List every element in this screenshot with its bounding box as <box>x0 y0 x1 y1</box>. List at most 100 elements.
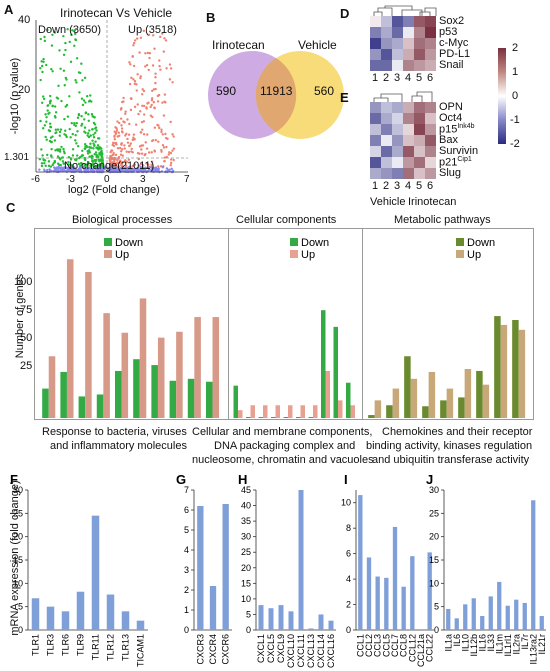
bottom-category-label: IL10 <box>460 634 470 652</box>
volcano-point <box>141 88 144 91</box>
volcano-point <box>152 101 156 104</box>
c-bar-down <box>133 359 140 418</box>
volcano-point <box>49 136 53 139</box>
heatmap-cell <box>381 38 392 49</box>
volcano-point <box>139 166 143 169</box>
heatmap-e-dendrogram <box>373 91 433 102</box>
c-bar-up <box>350 405 355 418</box>
c-bar-down <box>386 405 393 418</box>
heatmap-row-label: p21Cip1 <box>439 156 472 169</box>
volcano-point <box>84 131 87 135</box>
volcano-point <box>68 127 71 131</box>
volcano-title: Irinotecan Vs Vehicle <box>60 6 173 20</box>
bottom-category-label: CXCL16 <box>326 634 336 668</box>
volcano-point <box>161 101 164 104</box>
venn-value-irinotecan: 590 <box>216 84 237 98</box>
heatmap-cell <box>392 60 403 71</box>
volcano-point <box>43 39 47 43</box>
bottom-category-label: TLR9 <box>76 634 86 656</box>
heatmap-cell <box>381 146 392 157</box>
volcano-point <box>138 164 141 167</box>
volcano-point <box>94 131 97 135</box>
volcano-point <box>132 64 136 68</box>
c-section-title: Metabolic pathways <box>394 214 491 226</box>
volcano-point <box>74 78 77 82</box>
bottom-bar <box>258 605 264 630</box>
c-legend-up: Up <box>301 249 315 261</box>
heatmap-cell <box>392 157 403 168</box>
c-bar-down <box>333 326 338 418</box>
volcano-point <box>90 113 94 116</box>
volcano-xtick: 7 <box>184 174 190 185</box>
heatmap-cell <box>370 38 381 49</box>
volcano-up-label: Up (3518) <box>128 24 177 36</box>
c-legend-down: Down <box>301 237 329 249</box>
bottom-bar <box>76 591 85 630</box>
volcano-point <box>123 147 126 150</box>
c-bar-up <box>194 317 201 418</box>
heatmap-cell <box>392 49 403 60</box>
volcano-point <box>48 111 51 115</box>
bottom-bar <box>531 500 536 630</box>
volcano-point <box>123 169 126 172</box>
bottom-bar <box>209 586 217 630</box>
volcano-point <box>51 163 54 167</box>
panel-d-letter: D <box>340 6 350 21</box>
c-bar-up <box>313 405 318 418</box>
c-legend-swatch-up <box>290 250 298 258</box>
volcano-point <box>99 166 102 169</box>
volcano-point <box>129 108 133 112</box>
bottom-bar <box>366 557 372 630</box>
volcano-point <box>46 153 49 157</box>
heatmap-cell <box>370 146 381 157</box>
venn-value-overlap: 11913 <box>260 84 293 98</box>
bottom-bar <box>197 506 204 630</box>
volcano-point <box>113 130 116 133</box>
volcano-xlabel: log2 (Fold change) <box>68 184 160 196</box>
volcano-point <box>141 104 144 107</box>
volcano-point <box>169 151 173 155</box>
heatmap-cell <box>392 113 403 124</box>
c-caption: Cellular and membrane components, <box>192 426 373 438</box>
volcano-point <box>142 120 146 123</box>
heatmap-cell <box>414 135 425 146</box>
volcano-point <box>95 129 98 132</box>
c-bar-down <box>404 356 411 418</box>
volcano-point <box>108 169 112 172</box>
volcano-point <box>56 155 60 158</box>
volcano-point <box>83 147 87 150</box>
volcano-point <box>58 134 61 137</box>
c-bar-up <box>374 400 382 418</box>
heatmap-cell <box>414 49 425 60</box>
volcano-point <box>62 34 65 38</box>
volcano-point <box>113 134 116 138</box>
volcano-point <box>114 153 118 157</box>
volcano-point <box>145 107 148 110</box>
volcano-point <box>42 126 45 130</box>
volcano-point <box>66 28 69 31</box>
volcano-point <box>81 162 84 166</box>
volcano-point <box>130 169 133 172</box>
volcano-point <box>92 142 95 145</box>
volcano-point <box>56 148 59 151</box>
volcano-point <box>138 145 142 148</box>
volcano-point <box>126 118 129 121</box>
volcano-xtick: -6 <box>31 174 40 185</box>
volcano-point <box>132 78 135 81</box>
bottom-panels: mRNA expression (fold change) F 0 5 10 15 20 2… <box>0 470 550 671</box>
volcano-point <box>49 94 52 98</box>
volcano-point <box>74 38 78 42</box>
bottom-ytick: 30 <box>429 485 439 495</box>
volcano-point <box>64 76 68 80</box>
heatmap-col-label: 4 <box>405 72 412 84</box>
volcano-point <box>88 129 91 132</box>
bottom-category-label: IL1a <box>443 634 453 652</box>
heatmap-cell <box>425 157 436 168</box>
legend-tick: -1 <box>510 114 520 126</box>
volcano-point <box>80 62 83 65</box>
volcano-point <box>136 103 139 106</box>
volcano-point <box>124 164 128 167</box>
volcano-point <box>147 163 150 166</box>
c-bar-down <box>96 394 104 418</box>
